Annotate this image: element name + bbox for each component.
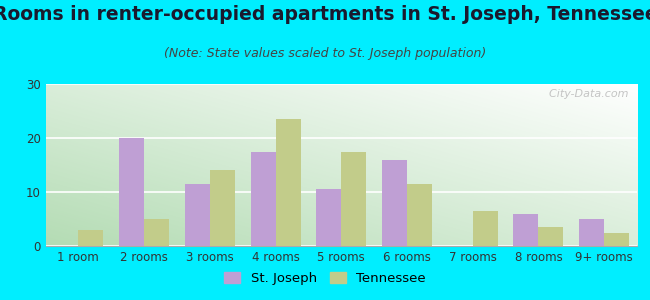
Bar xyxy=(538,227,564,246)
Text: City-Data.com: City-Data.com xyxy=(541,89,628,99)
Text: (Note: State values scaled to St. Joseph population): (Note: State values scaled to St. Joseph… xyxy=(164,46,486,59)
Bar xyxy=(144,219,169,246)
Bar xyxy=(514,214,538,246)
Bar xyxy=(317,189,341,246)
Bar xyxy=(604,232,629,246)
Bar xyxy=(185,184,210,246)
Text: Rooms in renter-occupied apartments in St. Joseph, Tennessee: Rooms in renter-occupied apartments in S… xyxy=(0,4,650,23)
Bar xyxy=(473,211,498,246)
Bar xyxy=(341,152,366,246)
Bar xyxy=(382,160,407,246)
Bar xyxy=(79,230,103,246)
Legend: St. Joseph, Tennessee: St. Joseph, Tennessee xyxy=(219,267,431,290)
Bar xyxy=(579,219,604,246)
Bar xyxy=(276,119,300,246)
Bar xyxy=(119,138,144,246)
Bar xyxy=(250,152,276,246)
Bar xyxy=(210,170,235,246)
Bar xyxy=(407,184,432,246)
